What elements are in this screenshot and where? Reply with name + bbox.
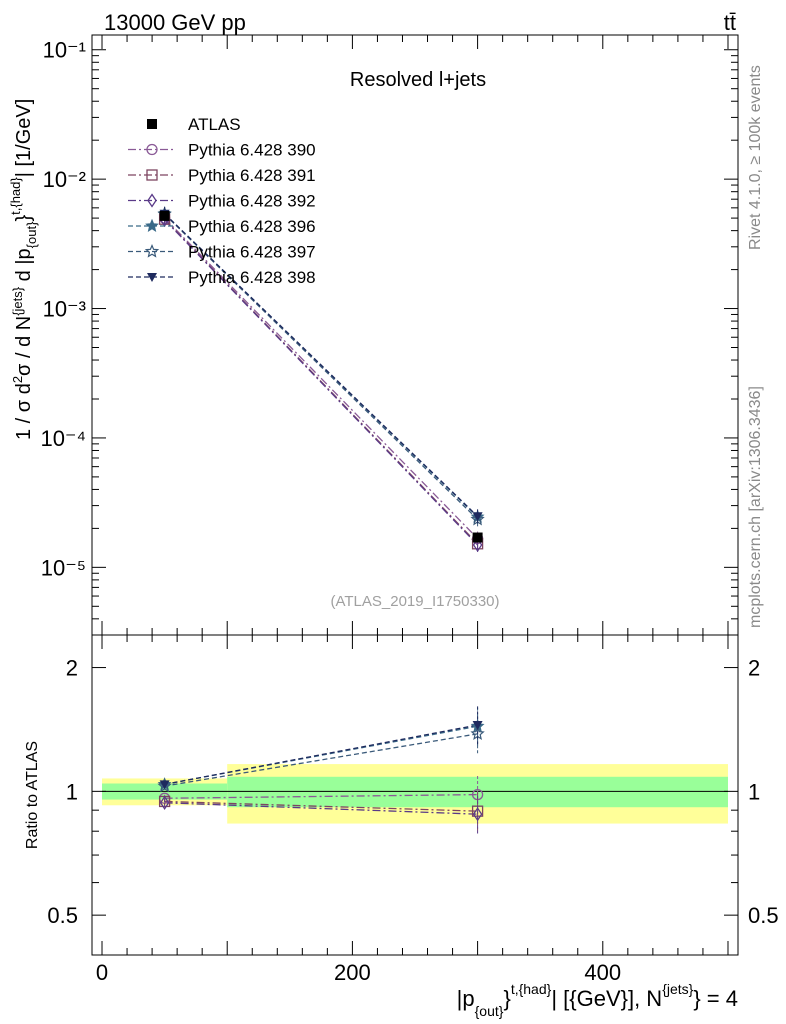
x-tick-label: 400 — [584, 960, 621, 985]
ratio-series-line — [164, 802, 478, 815]
legend-marker-atlas — [147, 119, 157, 129]
legend-entry: Pythia 6.428 391 — [128, 166, 316, 185]
main-series-markers — [157, 206, 485, 553]
legend-label: Pythia 6.428 398 — [188, 268, 316, 287]
main-series-line — [164, 213, 479, 517]
ratio-point-2 — [472, 807, 483, 822]
legend-marker — [146, 169, 158, 181]
legend-label: Pythia 6.428 396 — [188, 217, 316, 236]
ratio-series-lines — [164, 724, 478, 815]
main-series-line — [164, 219, 479, 546]
mcplots-credit-label: mcplots.cern.ch [arXiv:1306.3436] — [747, 386, 764, 628]
legend-entry: Pythia 6.428 390 — [128, 141, 316, 160]
legend-marker — [145, 218, 159, 232]
main-y-tick-label: 10⁻⁵ — [41, 555, 86, 580]
ratio-series-line — [164, 725, 478, 785]
atlas-data-point — [159, 210, 170, 221]
main-y-tick-label: 10⁻³ — [43, 297, 86, 322]
ratio-y-tick-label: 2 — [66, 656, 78, 681]
legend-marker — [146, 143, 158, 156]
main-series-line — [164, 213, 479, 520]
legend-entry: Pythia 6.428 398 — [128, 268, 316, 287]
ratio-series-line — [164, 793, 478, 799]
ratio-frame — [91, 634, 739, 956]
main-panel: 10⁻⁵ 10⁻⁴ 10⁻³ 10⁻² 10⁻¹ Resolved l+jets (AT… — [8, 34, 739, 636]
legend-label: Pythia 6.428 397 — [188, 243, 316, 262]
ratio-y-tick-label: 0.5 — [47, 903, 78, 928]
ratio-series-line — [164, 800, 478, 812]
legend-entry: Pythia 6.428 392 — [128, 192, 316, 211]
legend-entry: Pythia 6.428 397 — [128, 243, 316, 262]
main-y-axis-label: 1 / σ d2σ / d N{jets} d |p{out}}t,{had}|… — [8, 99, 39, 440]
main-series-lines — [164, 213, 479, 546]
ratio-series-line — [164, 733, 478, 787]
ratio-point-2 — [159, 795, 170, 810]
legend-marker — [147, 193, 157, 208]
main-point-5 — [472, 512, 483, 522]
main-y-tick-label: 10⁻¹ — [43, 38, 86, 63]
x-tick-label: 200 — [334, 960, 371, 985]
legend: ATLAS Pythia 6.428 390 Pythia 6.428 391 Pyt… — [128, 115, 316, 287]
legend-entry: Pythia 6.428 396 — [128, 217, 316, 236]
ratio-uncertainty-bands — [102, 764, 728, 824]
ratio-y-tick-label-right: 1 — [748, 779, 760, 804]
ratio-series-markers — [157, 706, 485, 835]
legend-marker — [147, 273, 157, 282]
atlas-data-point — [472, 532, 483, 543]
main-title: Resolved l+jets — [350, 69, 486, 91]
legend-marker — [144, 243, 160, 258]
ratio-axis-ticks: 0.5 0.5 1 1 2 2 0 200 400 — [47, 635, 779, 985]
ratio-point-5 — [472, 720, 483, 730]
legend-entry-atlas: ATLAS — [147, 115, 241, 134]
main-point-2 — [472, 537, 483, 553]
ratio-y-axis-label: Ratio to ATLAS — [24, 741, 41, 849]
legend-label: Pythia 6.428 392 — [188, 192, 316, 211]
main-series-line — [164, 217, 479, 539]
legend-label: Pythia 6.428 390 — [188, 141, 316, 160]
legend-label: Pythia 6.428 391 — [188, 166, 316, 185]
rivet-version-label: Rivet 4.1.0, ≥ 100k events — [747, 65, 764, 250]
x-tick-label: 0 — [96, 960, 108, 985]
main-y-tick-label: 10⁻⁴ — [40, 426, 86, 451]
main-y-tick-label: 10⁻² — [43, 167, 86, 192]
legend-label-atlas: ATLAS — [188, 115, 241, 134]
analysis-watermark: (ATLAS_2019_I1750330) — [330, 593, 499, 610]
ratio-y-tick-label-right: 2 — [748, 656, 760, 681]
ratio-panel: 0.5 0.5 1 1 2 2 0 200 400 Ratio to ATLAS — [24, 634, 779, 985]
ratio-y-tick-label-right: 0.5 — [748, 903, 779, 928]
process-label: tt̄ — [724, 10, 736, 35]
x-axis-label: |p{out}}t,{had}| [{GeV}], N{jets}} = 4 — [457, 981, 738, 1019]
ratio-point-5 — [159, 780, 170, 790]
main-axis-ticks: 10⁻⁵ 10⁻⁴ 10⁻³ 10⁻² 10⁻¹ — [40, 35, 738, 636]
energy-label: 13000 GeV pp — [104, 10, 246, 35]
ratio-series-line — [164, 724, 478, 785]
ratio-y-tick-label: 1 — [66, 779, 78, 804]
